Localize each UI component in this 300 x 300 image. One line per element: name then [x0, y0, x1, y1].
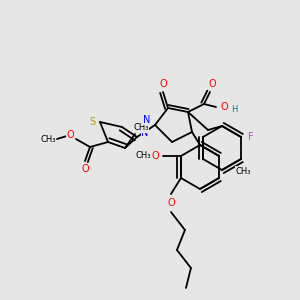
Text: CH₃: CH₃: [133, 124, 149, 133]
Text: O: O: [220, 102, 228, 112]
Text: N: N: [143, 115, 151, 125]
Text: S: S: [89, 117, 95, 127]
Text: H: H: [231, 106, 237, 115]
Text: O: O: [81, 164, 89, 174]
Text: O: O: [66, 130, 74, 140]
Text: O: O: [159, 79, 167, 89]
Text: F: F: [248, 132, 254, 142]
Text: O: O: [151, 151, 159, 161]
Text: O: O: [208, 79, 216, 89]
Text: O: O: [167, 198, 175, 208]
Text: N: N: [141, 128, 149, 138]
Text: CH₃: CH₃: [40, 134, 56, 143]
Text: CH₃: CH₃: [235, 167, 251, 176]
Text: CH₃: CH₃: [135, 152, 151, 160]
